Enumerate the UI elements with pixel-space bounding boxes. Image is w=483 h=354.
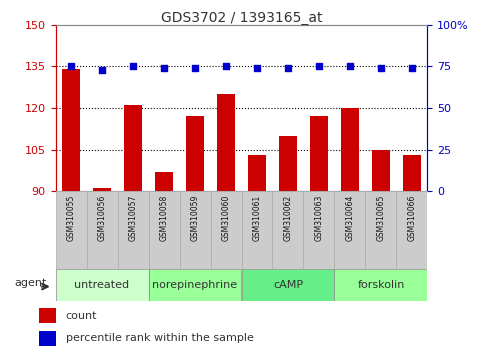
Text: cAMP: cAMP bbox=[273, 280, 303, 290]
Bar bbox=[217, 94, 235, 191]
Text: forskolin: forskolin bbox=[357, 280, 405, 290]
Text: GSM310055: GSM310055 bbox=[67, 195, 75, 241]
Bar bbox=[39, 308, 56, 323]
Point bbox=[346, 64, 354, 69]
Bar bbox=[334, 191, 366, 269]
Bar bbox=[149, 191, 180, 269]
Text: GSM310063: GSM310063 bbox=[314, 195, 324, 241]
Bar bbox=[149, 269, 242, 301]
Text: percentile rank within the sample: percentile rank within the sample bbox=[66, 333, 254, 343]
Text: GSM310062: GSM310062 bbox=[284, 195, 293, 241]
Bar bbox=[242, 269, 334, 301]
Bar bbox=[93, 188, 112, 191]
Text: GSM310058: GSM310058 bbox=[159, 195, 169, 241]
Bar bbox=[397, 191, 427, 269]
Bar bbox=[56, 269, 149, 301]
Bar bbox=[372, 149, 390, 191]
Bar bbox=[86, 191, 117, 269]
Bar bbox=[211, 191, 242, 269]
Bar bbox=[334, 269, 427, 301]
Point bbox=[284, 65, 292, 71]
Bar bbox=[310, 116, 328, 191]
Bar bbox=[186, 116, 204, 191]
Text: GSM310059: GSM310059 bbox=[190, 195, 199, 241]
Text: GSM310060: GSM310060 bbox=[222, 195, 230, 241]
Text: GSM310065: GSM310065 bbox=[376, 195, 385, 241]
Point bbox=[315, 64, 323, 69]
Point bbox=[98, 67, 106, 73]
Point bbox=[191, 65, 199, 71]
Text: GDS3702 / 1393165_at: GDS3702 / 1393165_at bbox=[161, 11, 322, 25]
Point bbox=[408, 65, 416, 71]
Text: count: count bbox=[66, 311, 97, 321]
Point bbox=[129, 64, 137, 69]
Text: GSM310061: GSM310061 bbox=[253, 195, 261, 241]
Text: norepinephrine: norepinephrine bbox=[153, 280, 238, 290]
Bar bbox=[403, 155, 421, 191]
Text: untreated: untreated bbox=[74, 280, 129, 290]
Bar bbox=[124, 105, 142, 191]
Point bbox=[222, 64, 230, 69]
Text: GSM310057: GSM310057 bbox=[128, 195, 138, 241]
Bar bbox=[39, 331, 56, 346]
Bar bbox=[366, 191, 397, 269]
Bar bbox=[279, 136, 297, 191]
Point bbox=[253, 65, 261, 71]
Bar bbox=[303, 191, 334, 269]
Point bbox=[377, 65, 385, 71]
Bar bbox=[272, 191, 303, 269]
Bar bbox=[155, 172, 173, 191]
Bar bbox=[117, 191, 149, 269]
Bar bbox=[242, 191, 272, 269]
Bar bbox=[56, 191, 86, 269]
Point bbox=[67, 64, 75, 69]
Text: GSM310064: GSM310064 bbox=[345, 195, 355, 241]
Bar bbox=[62, 69, 80, 191]
Text: GSM310056: GSM310056 bbox=[98, 195, 107, 241]
Bar bbox=[180, 191, 211, 269]
Bar bbox=[248, 155, 266, 191]
Text: agent: agent bbox=[14, 278, 46, 289]
Text: GSM310066: GSM310066 bbox=[408, 195, 416, 241]
Bar bbox=[341, 108, 359, 191]
Point bbox=[160, 65, 168, 71]
